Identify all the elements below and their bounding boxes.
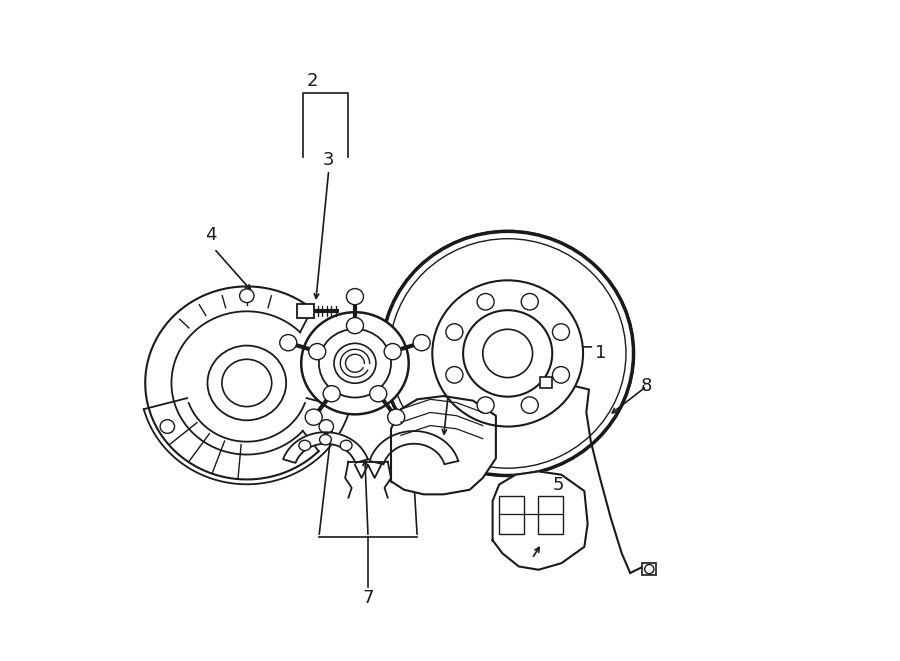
Ellipse shape: [208, 346, 286, 420]
Ellipse shape: [305, 409, 322, 425]
Text: 4: 4: [205, 227, 217, 245]
Ellipse shape: [446, 324, 463, 340]
Ellipse shape: [334, 343, 376, 383]
Ellipse shape: [390, 239, 626, 468]
Text: 3: 3: [323, 151, 335, 169]
Ellipse shape: [302, 312, 409, 414]
Ellipse shape: [382, 231, 634, 475]
Bar: [500, 496, 524, 533]
Ellipse shape: [477, 397, 494, 413]
Ellipse shape: [239, 289, 254, 303]
Bar: [297, 303, 314, 318]
Text: 8: 8: [641, 377, 652, 395]
Ellipse shape: [320, 434, 331, 445]
Ellipse shape: [323, 385, 340, 402]
Ellipse shape: [521, 397, 538, 413]
Ellipse shape: [340, 440, 352, 451]
Ellipse shape: [160, 420, 175, 434]
Text: 5: 5: [553, 475, 564, 494]
Text: 7: 7: [363, 589, 374, 607]
Polygon shape: [391, 396, 496, 494]
Ellipse shape: [299, 440, 310, 451]
Ellipse shape: [388, 409, 405, 425]
Ellipse shape: [370, 385, 387, 402]
Ellipse shape: [553, 324, 570, 340]
Ellipse shape: [222, 360, 272, 407]
Ellipse shape: [346, 317, 364, 334]
Ellipse shape: [521, 293, 538, 310]
Bar: [538, 496, 563, 533]
Bar: [540, 377, 552, 387]
Ellipse shape: [280, 334, 297, 351]
Ellipse shape: [384, 344, 401, 360]
Text: 2: 2: [307, 73, 318, 91]
Ellipse shape: [446, 367, 463, 383]
Ellipse shape: [464, 310, 553, 397]
Bar: [642, 563, 656, 575]
Ellipse shape: [432, 280, 583, 426]
Text: 6: 6: [451, 334, 463, 352]
Ellipse shape: [644, 564, 653, 574]
Text: 1: 1: [595, 344, 607, 362]
Ellipse shape: [346, 289, 364, 305]
Ellipse shape: [320, 420, 334, 434]
Polygon shape: [284, 432, 368, 463]
Ellipse shape: [309, 344, 326, 360]
Ellipse shape: [477, 293, 494, 310]
Ellipse shape: [553, 367, 570, 383]
Ellipse shape: [482, 329, 533, 377]
Ellipse shape: [382, 231, 634, 475]
Ellipse shape: [413, 334, 430, 351]
Polygon shape: [492, 471, 588, 570]
Ellipse shape: [319, 329, 391, 397]
Polygon shape: [370, 431, 458, 464]
